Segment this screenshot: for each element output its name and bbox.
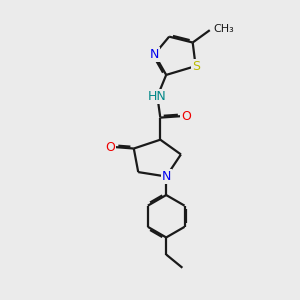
Text: N: N [150, 48, 159, 61]
Text: CH₃: CH₃ [213, 24, 234, 34]
Text: HN: HN [148, 90, 167, 103]
Text: S: S [192, 60, 200, 73]
Text: O: O [105, 141, 115, 154]
Text: O: O [181, 110, 191, 123]
Text: N: N [161, 170, 171, 183]
